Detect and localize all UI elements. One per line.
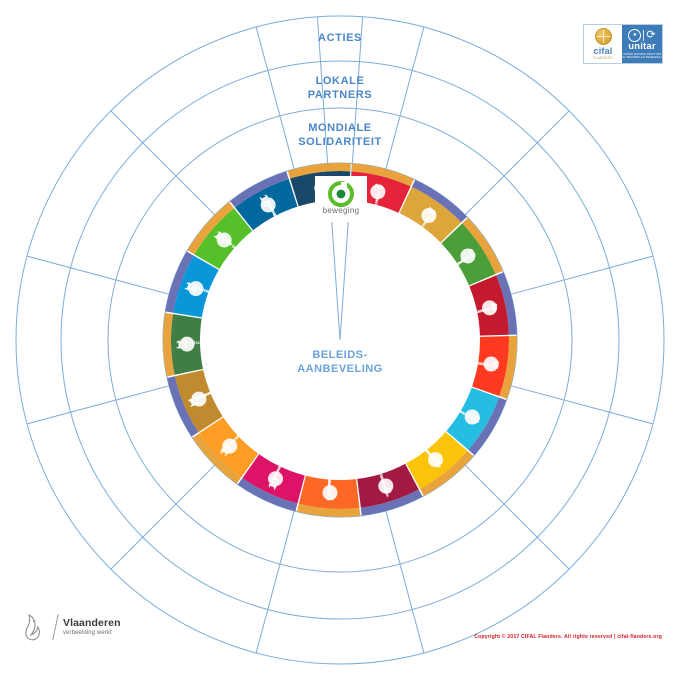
sdg-accent-band (496, 272, 517, 335)
spoke-7 (110, 464, 216, 570)
un-emblem-icon: ★ (628, 29, 642, 43)
ring-circle-0 (15, 15, 665, 665)
spoke-2 (510, 255, 654, 295)
sdg-accent-band (230, 171, 289, 208)
people-icon (370, 184, 386, 200)
ring-label-1-1: PARTNERS (308, 89, 373, 101)
unitar-subtitle: UNITED NATIONS INSTITUTE for TRAINING and… (622, 51, 662, 59)
partner-logos: cifal FLANDERS ★ ⟳ unitar UNITED NATIONS… (583, 24, 663, 64)
cifal-wordmark: cifal (593, 45, 613, 56)
beweging-wordmark: beweging (323, 206, 360, 215)
heartbeat-icon (460, 248, 476, 264)
tree-icon (216, 232, 232, 248)
sdg-tile-13[interactable]: 13KLIMAATACTIE (162, 312, 207, 377)
beweging-logo: beweging (315, 176, 367, 222)
center-label: BELEIDS- AANBEVELING (297, 349, 383, 375)
sdg-tile-2[interactable]: 2GEENHONGER (399, 179, 468, 243)
sdg-title-line: ARMOEDE (372, 193, 380, 212)
cifal-subtitle: FLANDERS (593, 55, 613, 60)
unitar-logo: ★ ⟳ unitar UNITED NATIONS INSTITUTE for T… (622, 25, 662, 63)
gender-icon (483, 356, 499, 372)
globe-icon (594, 27, 612, 45)
ring-label-2-0: MONDIALE (308, 122, 371, 134)
sdg-accent-band (411, 179, 468, 223)
vlaanderen-logo: Vlaanderen verbeelding werkt (22, 612, 121, 642)
divider (52, 614, 59, 640)
sdg-accent-band (351, 163, 414, 187)
ring-label-0-0: ACTIES (318, 32, 362, 44)
sdg-title-line: GELIJKHEID (469, 360, 491, 367)
city-icon (222, 438, 238, 454)
ring-circle-2 (107, 107, 573, 573)
copyright-notice: Copyright © 2017 CIFAL Flanders. All rig… (474, 634, 662, 640)
growth-icon (378, 478, 394, 494)
sdg-title-line: DIENSTEN (272, 213, 284, 231)
sdg-title-line: INFRASTRUCTUUR (327, 461, 333, 494)
bowl-icon (421, 207, 437, 223)
ring-label-2-1: SOLIDARITEIT (298, 136, 382, 148)
sdg-accent-band (499, 336, 517, 399)
spoke-11 (255, 26, 295, 170)
spoke-6 (255, 510, 295, 654)
sdg-accent-band (237, 477, 298, 512)
sdg-title-line: HET WATER (196, 286, 217, 297)
sdg-title-line: INNOVATIE EN (327, 469, 333, 494)
cifal-logo: cifal FLANDERS (584, 25, 622, 63)
sdg-accent-band (360, 489, 423, 516)
sdg-accent-band (165, 251, 194, 313)
lion-icon (22, 612, 48, 642)
sdg-ring-group: 1GEENARMOEDE2GEENHONGER3GOEDEGEZONDHEIDE… (162, 163, 517, 517)
sun-icon (427, 452, 443, 468)
industry-icon (322, 485, 338, 501)
sdg-accent-band (287, 163, 351, 179)
sdg-tile-5[interactable]: 5GENDERGELIJKHEID (469, 336, 517, 399)
sdg-title-line: ONDERWIJS (468, 307, 490, 315)
sdg-tile-10[interactable]: 10ONGELIJKHEIDVERMINDEREN (237, 454, 305, 512)
sdg-accent-band (162, 312, 175, 377)
spoke-3 (510, 385, 654, 425)
divider (643, 30, 645, 42)
book-icon (482, 300, 498, 316)
sdg-accent-band (420, 451, 474, 496)
vlaanderen-name: Vlaanderen (63, 617, 121, 630)
unitar-emblem-row: ★ ⟳ (628, 29, 656, 43)
unitar-wordmark: unitar (628, 41, 656, 53)
sdg-accent-band (296, 503, 361, 517)
fish-icon (188, 281, 204, 297)
sdg-accent-band (167, 376, 199, 437)
infinity-icon (191, 391, 207, 407)
center-label-line-1: BELEIDS- (312, 349, 367, 361)
spoke-10 (110, 110, 216, 216)
sdg-accent-band (462, 217, 503, 275)
spoke-4 (464, 464, 570, 570)
sdg-accent-band (187, 202, 234, 255)
water-icon (464, 409, 480, 425)
sdg-accent-band (468, 397, 507, 456)
ring-label-1-0: LOKALE (316, 75, 365, 87)
ring-labels-group: ACTIES LOKALE PARTNERS MONDIALE SOLIDARITEIT (298, 32, 382, 148)
spoke-0 (385, 26, 425, 170)
spoke-9 (26, 255, 170, 295)
eye-globe-icon (179, 336, 195, 352)
sdg-accent-band (192, 433, 242, 484)
spoke-1 (464, 110, 570, 216)
outer-rings-group (15, 15, 665, 665)
center-label-line-2: AANBEVELING (297, 363, 383, 375)
ring-circle-1 (60, 60, 620, 620)
vlaanderen-text: Vlaanderen verbeelding werkt (63, 617, 121, 637)
spoke-5 (385, 510, 425, 654)
unitar-swirl-icon: ⟳ (646, 29, 656, 42)
dove-icon (260, 197, 276, 213)
sdg-tile-4[interactable]: 4KWALITEITSONDERWIJS (468, 272, 517, 336)
spoke-8 (26, 385, 170, 425)
vlaanderen-tagline: verbeelding werkt (63, 630, 112, 637)
equals-icon (268, 471, 284, 487)
